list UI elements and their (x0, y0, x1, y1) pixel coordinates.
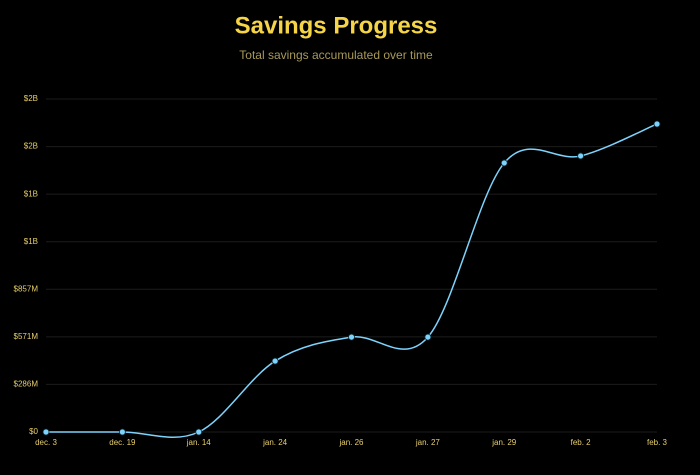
y-tick-label: $2B (24, 142, 38, 151)
x-tick-label: jan. 27 (415, 438, 441, 447)
data-point (42, 428, 50, 436)
y-tick-label: $1B (24, 189, 38, 198)
data-point (577, 152, 585, 160)
data-point (118, 428, 126, 436)
x-tick-label: jan. 14 (186, 438, 212, 447)
chart-subtitle: Total savings accumulated over time (239, 48, 433, 62)
x-tick-label: jan. 24 (262, 438, 288, 447)
x-tick-label: dec. 3 (35, 438, 57, 447)
x-tick-label: jan. 26 (338, 438, 364, 447)
data-point (271, 357, 279, 365)
y-tick-label: $1B (24, 237, 38, 246)
data-point (348, 333, 355, 341)
y-tick-label: $857M (14, 284, 39, 293)
y-tick-label: $571M (14, 332, 39, 341)
series-line (45, 123, 658, 438)
x-tick-label: feb. 3 (647, 438, 668, 447)
data-point (500, 159, 508, 167)
data-point (424, 333, 432, 341)
chart-title: Savings Progress (235, 12, 438, 39)
x-tick-label: jan. 29 (491, 438, 517, 447)
y-tick-label: $0 (29, 427, 38, 436)
y-tick-label: $2B (24, 94, 38, 103)
data-point (653, 120, 661, 128)
x-tick-label: dec. 19 (109, 438, 136, 447)
x-tick-label: feb. 2 (571, 438, 592, 447)
data-point (195, 428, 203, 436)
y-tick-label: $286M (14, 380, 39, 389)
